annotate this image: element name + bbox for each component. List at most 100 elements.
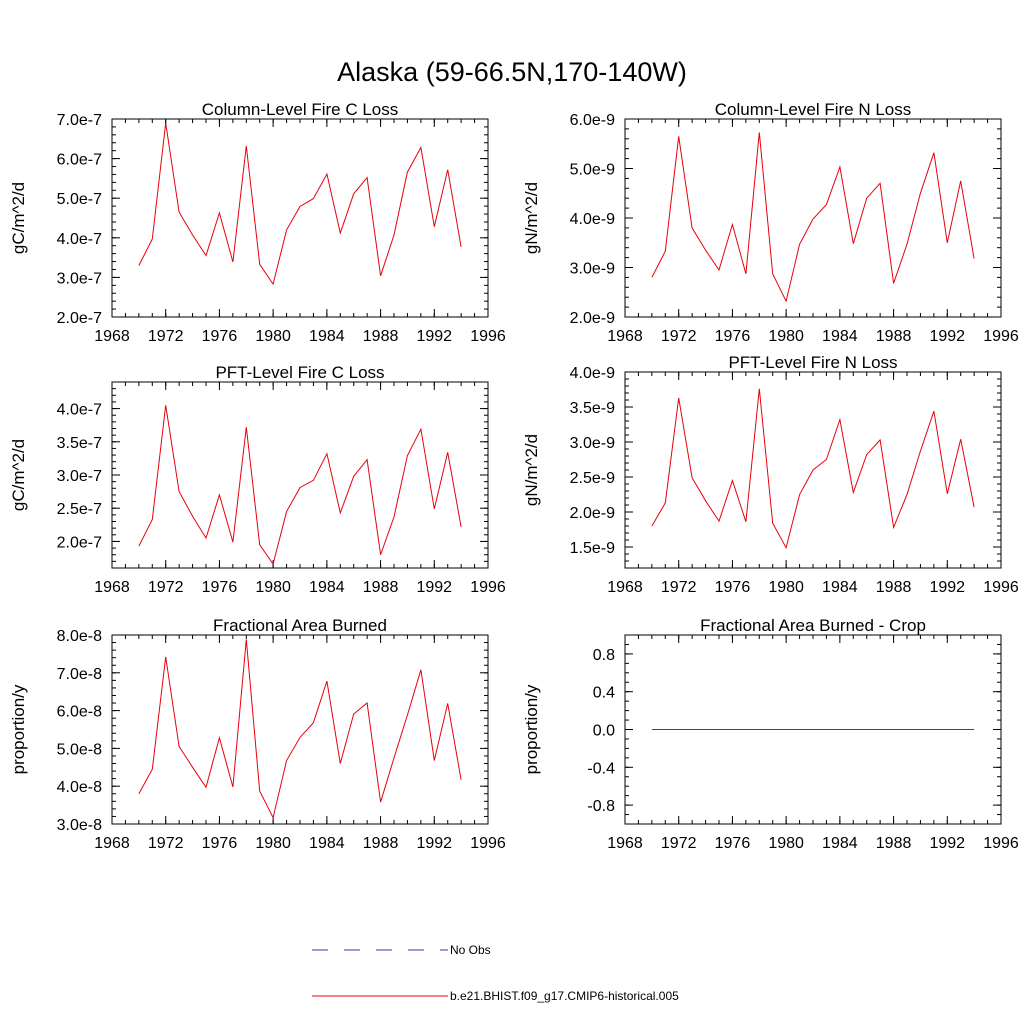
x-tick-label: 1996 — [983, 835, 1019, 852]
x-tick-label: 1988 — [363, 835, 399, 852]
y-tick-label: 6.0e-9 — [570, 112, 615, 129]
y-tick-label: 3.5e-7 — [57, 435, 102, 452]
y-tick-label: 3.0e-7 — [57, 270, 102, 287]
y-tick-label: 5.0e-9 — [570, 162, 615, 179]
x-tick-label: 1968 — [607, 328, 643, 345]
y-tick-label: 1.5e-9 — [570, 540, 615, 557]
x-tick-label: 1980 — [768, 579, 804, 596]
x-tick-label: 1984 — [822, 579, 858, 596]
y-tick-label: 0.8 — [593, 647, 615, 664]
chart-panel-2: 1968 1972 1976 1980 1984 1988 1992 1996 2.0e-9 3.… — [522, 100, 1019, 345]
figure-title: Alaska (59-66.5N,170-140W) — [337, 57, 687, 87]
x-tick-label: 1996 — [983, 328, 1019, 345]
chart-panel-3: 1968 1972 1976 1980 1984 1988 1992 1996 2.0e-7 2.… — [9, 363, 506, 596]
x-tick-label: 1976 — [202, 835, 238, 852]
x-tick-label: 1972 — [148, 579, 184, 596]
x-tick-label: 1972 — [148, 328, 184, 345]
y-tick-label: 3.0e-9 — [570, 435, 615, 452]
x-tick-label: 1968 — [94, 835, 130, 852]
x-tick-label: 1992 — [416, 328, 452, 345]
y-axis-label: gN/m^2/d — [522, 434, 541, 506]
x-tick-label: 1968 — [607, 835, 643, 852]
panels: 1968 1972 1976 1980 1984 1988 1992 1996 2.0e-7 3.… — [9, 100, 1019, 852]
x-tick-label: 1988 — [363, 579, 399, 596]
x-tick-label: 1984 — [309, 579, 345, 596]
x-tick-label: 1988 — [876, 328, 912, 345]
y-tick-label: 7.0e-7 — [57, 112, 102, 129]
legend: No Obs b.e21.BHIST.f09_g17.CMIP6-histori… — [312, 943, 679, 1003]
x-tick-label: 1984 — [309, 835, 345, 852]
panel-title: Column-Level Fire N Loss — [715, 100, 912, 119]
x-tick-label: 1976 — [715, 579, 751, 596]
x-tick-label: 1976 — [202, 579, 238, 596]
y-tick-label: 3.0e-7 — [57, 468, 102, 485]
x-tick-label: 1980 — [255, 328, 291, 345]
chart-panel-5: 1968 1972 1976 1980 1984 1988 1992 1996 3.0e-8 4.… — [9, 616, 506, 852]
x-tick-label: 1976 — [715, 328, 751, 345]
y-tick-label: 3.0e-9 — [570, 261, 615, 278]
y-axis-label: gC/m^2/d — [9, 182, 28, 254]
x-tick-label: 1984 — [309, 328, 345, 345]
x-tick-label: 1996 — [470, 835, 506, 852]
y-tick-label: 8.0e-8 — [57, 628, 102, 645]
panel-title: Column-Level Fire C Loss — [202, 100, 399, 119]
x-tick-label: 1988 — [363, 328, 399, 345]
plot-frame — [624, 634, 1002, 825]
x-tick-label: 1980 — [255, 835, 291, 852]
chart-panel-1: 1968 1972 1976 1980 1984 1988 1992 1996 2.0e-7 3.… — [9, 100, 506, 345]
y-tick-label: 5.0e-7 — [57, 191, 102, 208]
panel-title: Fractional Area Burned - Crop — [700, 616, 926, 635]
x-tick-label: 1980 — [768, 835, 804, 852]
series-line — [138, 122, 462, 286]
panel-title: PFT-Level Fire C Loss — [215, 363, 384, 382]
y-tick-label: 0.0 — [593, 723, 615, 740]
legend-model-label: b.e21.BHIST.f09_g17.CMIP6-historical.005 — [450, 989, 679, 1003]
y-axis-label: proportion/y — [522, 684, 541, 774]
chart-panel-6: 1968 1972 1976 1980 1984 1988 1992 1996 -0.8 -0.4… — [522, 616, 1019, 852]
y-tick-label: 2.0e-7 — [57, 534, 102, 551]
x-tick-label: 1976 — [715, 835, 751, 852]
series-line — [651, 132, 975, 303]
x-tick-label: 1972 — [148, 835, 184, 852]
y-tick-label: -0.4 — [587, 760, 615, 777]
y-axis-label: gC/m^2/d — [9, 439, 28, 511]
legend-obs-label: No Obs — [450, 943, 491, 957]
x-tick-label: 1972 — [661, 328, 697, 345]
x-tick-label: 1992 — [416, 835, 452, 852]
x-tick-label: 1980 — [768, 328, 804, 345]
y-tick-label: 3.0e-8 — [57, 817, 102, 834]
x-tick-label: 1968 — [94, 328, 130, 345]
panel-title: Fractional Area Burned — [213, 616, 387, 635]
x-tick-label: 1992 — [929, 835, 965, 852]
x-tick-label: 1984 — [822, 328, 858, 345]
x-tick-label: 1968 — [94, 579, 130, 596]
x-tick-label: 1992 — [416, 579, 452, 596]
x-tick-label: 1968 — [607, 579, 643, 596]
x-tick-label: 1992 — [929, 328, 965, 345]
y-axis-label: gN/m^2/d — [522, 182, 541, 254]
series-line — [651, 388, 975, 550]
panel-title: PFT-Level Fire N Loss — [728, 353, 897, 372]
y-tick-label: 4.0e-7 — [57, 231, 102, 248]
y-tick-label: 4.0e-9 — [570, 211, 615, 228]
y-tick-label: 2.5e-7 — [57, 501, 102, 518]
y-tick-label: 3.5e-9 — [570, 400, 615, 417]
y-tick-label: 2.0e-9 — [570, 310, 615, 327]
y-tick-label: 2.5e-9 — [570, 470, 615, 487]
y-tick-label: 2.0e-7 — [57, 310, 102, 327]
y-tick-label: 4.0e-8 — [57, 779, 102, 796]
x-tick-label: 1996 — [470, 579, 506, 596]
y-tick-label: 5.0e-8 — [57, 741, 102, 758]
x-tick-label: 1988 — [876, 835, 912, 852]
y-tick-label: 4.0e-7 — [57, 402, 102, 419]
x-tick-label: 1984 — [822, 835, 858, 852]
y-axis-label: proportion/y — [9, 684, 28, 774]
y-tick-label: 6.0e-7 — [57, 152, 102, 169]
chart-panel-4: 1968 1972 1976 1980 1984 1988 1992 1996 1.5e-9 2.… — [522, 353, 1019, 596]
x-tick-label: 1992 — [929, 579, 965, 596]
y-tick-label: 6.0e-8 — [57, 704, 102, 721]
plot-frame — [111, 634, 489, 825]
y-tick-label: -0.8 — [587, 798, 615, 815]
x-tick-label: 1976 — [202, 328, 238, 345]
